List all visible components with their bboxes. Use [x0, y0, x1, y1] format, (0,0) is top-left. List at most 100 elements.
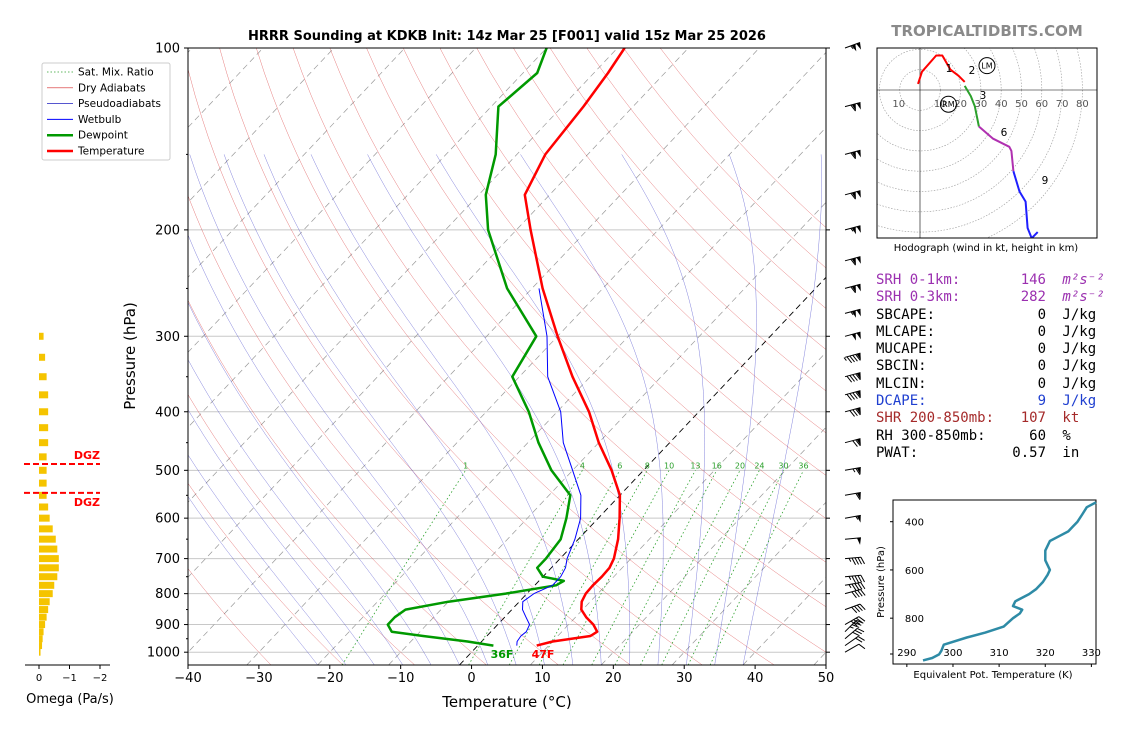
barb-full: [851, 575, 857, 584]
barb-full: [850, 620, 858, 627]
param-row: MLCAPE: 0 J/kg: [876, 324, 1105, 341]
wind-barb: [844, 42, 862, 52]
param-row: SRH 0-3km: 282 m²s⁻²: [876, 289, 1105, 306]
omega-bar: [39, 439, 49, 447]
wind-barb: [844, 603, 866, 614]
theta-e-y-tick-label: 800: [905, 614, 924, 625]
barb-full: [851, 583, 857, 591]
omega-x-label: Omega (Pa/s): [26, 692, 114, 707]
omega-bar: [39, 453, 47, 461]
barb-half: [848, 558, 852, 562]
legend-label: Dry Adiabats: [78, 82, 146, 94]
pseudoadiabat: [188, 359, 403, 665]
barb-shaft: [844, 149, 861, 155]
x-tick-label: 10: [534, 671, 551, 686]
param-label: RH 300-850mb:: [876, 427, 986, 444]
barb-half: [850, 311, 854, 316]
param-label: MLCIN:: [876, 375, 927, 392]
barb-shaft: [844, 331, 861, 337]
pseudoadiabat: [310, 154, 574, 665]
barb-full: [860, 556, 865, 565]
omega-bar: [39, 503, 49, 511]
hodograph-ring-label: 20: [954, 99, 967, 110]
y-tick-label: 100: [155, 42, 180, 57]
legend-label: Dewpoint: [78, 130, 128, 142]
barb-full: [854, 557, 860, 565]
dry-adiabat: [586, 48, 826, 309]
dry-adiabat: [513, 48, 826, 392]
param-unit: m²s⁻²: [1054, 272, 1105, 288]
y-tick-label: 900: [155, 618, 180, 633]
barb-full: [855, 391, 861, 399]
omega-bar: [39, 353, 46, 361]
legend-label: Sat. Mix. Ratio: [78, 67, 154, 79]
omega-bar: [39, 545, 58, 553]
barb-full: [857, 627, 865, 633]
y-tick-label: 800: [155, 587, 180, 602]
barb-full: [852, 440, 858, 447]
dry-adiabat: [366, 48, 826, 563]
barb-pennant: [851, 151, 856, 159]
barb-pennant: [856, 190, 861, 198]
mixing-ratio-label: 4: [580, 461, 585, 470]
mixing-ratio-label: 10: [664, 461, 674, 470]
theta-e-x-tick-label: 300: [943, 648, 962, 659]
isotherm: [600, 426, 826, 665]
omega-dgz: DGZ DGZ: [24, 449, 100, 509]
legend-label: Pseudoadiabats: [78, 98, 161, 110]
y-tick-label: 500: [155, 464, 180, 479]
omega-tick-label: −1: [62, 673, 77, 684]
isotherm: [188, 48, 547, 428]
barb-half: [850, 228, 854, 232]
left-mover-label: LM: [981, 62, 992, 71]
x-tick-label: −20: [316, 671, 343, 686]
omega-bar: [39, 648, 41, 656]
barb-half: [855, 516, 859, 520]
barb-shaft: [844, 352, 861, 358]
barb-shaft: [844, 190, 861, 196]
isotherm: [459, 276, 826, 665]
barb-full: [860, 575, 865, 583]
barb-pennant: [851, 227, 856, 235]
surface-temperature-label: 47F: [532, 648, 555, 661]
param-label: SRH 0-1km:: [876, 272, 961, 288]
dry-adiabat: [188, 482, 344, 665]
barb-shaft: [844, 42, 861, 49]
omega-bar: [39, 408, 49, 416]
skew-t-panel: 1 4 6 8 10 13 16 20 24 30 36 −40 −30 −20 −10 0 10 20 30 40…: [121, 29, 866, 711]
barb-full: [854, 605, 860, 613]
param-value: 9: [1037, 393, 1046, 410]
right-mover-label: RM: [942, 100, 955, 109]
barb-half: [848, 584, 852, 589]
barb-full: [854, 583, 860, 591]
param-value: 0: [1037, 341, 1046, 358]
omega-panel: DGZ DGZ 0 −1 −2 Omega (Pa/s): [24, 332, 114, 707]
barb-half: [849, 626, 854, 629]
wind-barb: [844, 308, 861, 318]
barb-full: [854, 622, 862, 626]
barb-shaft: [844, 636, 859, 647]
y-tick-label: 1000: [147, 646, 180, 661]
legend-box: [41, 62, 171, 161]
isotherm: [188, 48, 618, 503]
barb-pennant: [851, 103, 856, 111]
mixing-ratio-label: 30: [778, 461, 788, 470]
wind-barb: [844, 492, 861, 501]
omega-bar: [39, 373, 47, 381]
barb-full: [850, 104, 856, 112]
skew-t-profiles: 1 4 6 8 10 13 16 20 24 30 36: [386, 48, 809, 647]
barb-pennant: [856, 309, 861, 317]
pseudoadiabat: [189, 154, 489, 665]
wind-barb: [844, 582, 866, 591]
wind-barb: [844, 256, 861, 266]
omega-bar: [39, 479, 47, 487]
x-tick-label: −30: [245, 671, 272, 686]
param-value: 60: [1029, 427, 1046, 444]
hodograph-height-label: 1: [946, 63, 953, 75]
y-tick-label: 200: [155, 223, 180, 238]
param-label: SBCIN:: [876, 358, 927, 375]
omega-bar: [39, 491, 47, 499]
x-tick-label: 30: [676, 671, 693, 686]
param-label: SRH 0-3km:: [876, 289, 961, 306]
param-label: DCAPE:: [876, 393, 927, 410]
